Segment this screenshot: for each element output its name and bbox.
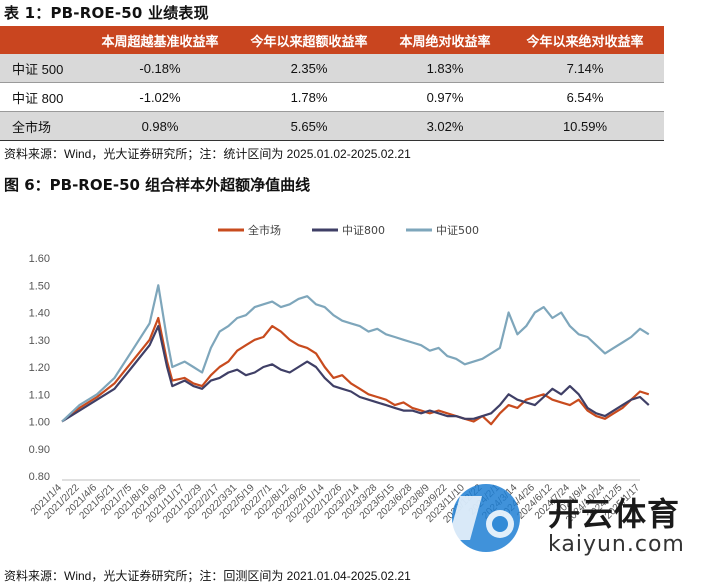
legend-label: 中证800 <box>342 224 385 237</box>
y-tick-label: 0.80 <box>29 471 50 483</box>
table-header-cell: 今年以来绝对收益率 <box>506 26 664 54</box>
table-cell: 3.02% <box>384 111 506 141</box>
table-row: 全市场 0.98% 5.65% 3.02% 10.59% <box>0 111 664 141</box>
legend-label: 中证500 <box>436 224 479 237</box>
series-line <box>61 325 650 423</box>
table-cell: 7.14% <box>506 54 664 83</box>
row-label: 全市场 <box>0 111 86 141</box>
table-cell: 10.59% <box>506 111 664 141</box>
chart-container: 0.80 0.90 1.00 1.10 1.20 1.30 1.40 1.50 1.60 2021… <box>0 202 712 566</box>
y-tick-label: 1.40 <box>29 308 50 320</box>
table-cell: 6.54% <box>506 82 664 112</box>
figure-source-note: 资料来源：Wind，光大证券研究所；注：回测区间为 2021.01.04-202… <box>4 569 411 583</box>
table-title: 表 1：PB-ROE-50 业绩表现 <box>4 4 209 22</box>
y-tick-label: 1.50 <box>29 280 50 292</box>
series-line <box>61 284 650 423</box>
y-tick-label: 1.20 <box>29 362 50 374</box>
table-row: 中证 500 -0.18% 2.35% 1.83% 7.14% <box>0 54 664 83</box>
table-cell: -1.02% <box>86 82 234 112</box>
table-header-cell: 今年以来超额收益率 <box>234 26 384 54</box>
table-row: 中证 800 -1.02% 1.78% 0.97% 6.54% <box>0 82 664 112</box>
watermark-logo <box>448 484 520 552</box>
table-cell: 2.35% <box>234 54 384 83</box>
table-source-note: 资料来源：Wind，光大证券研究所；注：统计区间为 2025.01.02-202… <box>4 147 411 161</box>
table-header-cell: 本周绝对收益率 <box>384 26 506 54</box>
y-tick-label: 0.90 <box>29 444 50 456</box>
table-header-row: 本周超越基准收益率 今年以来超额收益率 本周绝对收益率 今年以来绝对收益率 <box>0 26 664 54</box>
table-cell: 5.65% <box>234 111 384 141</box>
table-cell: 0.98% <box>86 111 234 141</box>
watermark-url: kaiyun.com <box>548 532 685 557</box>
row-label: 中证 800 <box>0 82 86 112</box>
table-cell: 1.78% <box>234 82 384 112</box>
table-header-cell <box>0 26 86 54</box>
performance-table: 本周超越基准收益率 今年以来超额收益率 本周绝对收益率 今年以来绝对收益率 中证… <box>0 26 664 141</box>
y-tick-label: 1.10 <box>29 389 50 401</box>
figure-title: 图 6：PB-ROE-50 组合样本外超额净值曲线 <box>4 176 311 194</box>
y-tick-label: 1.30 <box>29 335 50 347</box>
legend-label: 全市场 <box>248 223 281 237</box>
line-chart: 0.800.901.001.101.201.301.401.501.602021… <box>29 223 650 526</box>
y-tick-label: 1.60 <box>29 253 50 265</box>
row-label: 中证 500 <box>0 54 86 83</box>
watermark-text: 开云体育 <box>548 495 681 533</box>
y-tick-label: 1.00 <box>29 417 50 429</box>
table-header-cell: 本周超越基准收益率 <box>86 26 234 54</box>
table-cell: 1.83% <box>384 54 506 83</box>
table-cell: 0.97% <box>384 82 506 112</box>
table-cell: -0.18% <box>86 54 234 83</box>
series-line <box>61 316 650 426</box>
